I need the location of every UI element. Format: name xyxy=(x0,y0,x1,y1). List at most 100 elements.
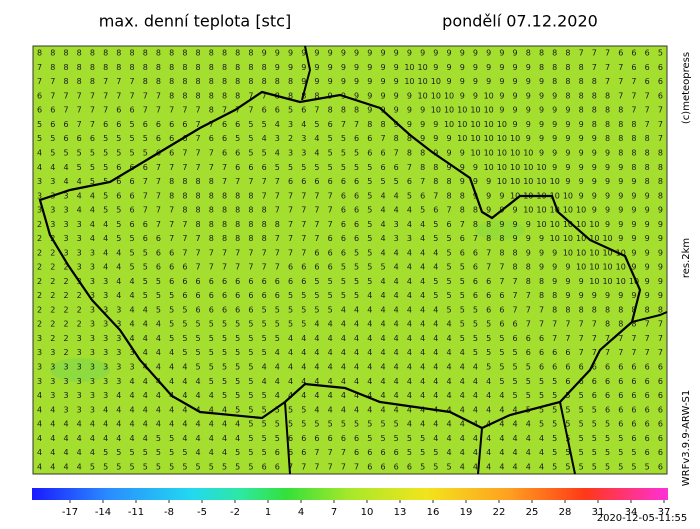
grid-value: 9 xyxy=(526,234,531,243)
grid-value: 9 xyxy=(539,134,544,143)
grid-value: 5 xyxy=(592,420,597,429)
grid-value: 9 xyxy=(579,277,584,286)
grid-value: 5 xyxy=(552,420,557,429)
grid-value: 4 xyxy=(182,363,187,372)
grid-value: 5 xyxy=(433,291,438,300)
grid-value: 8 xyxy=(552,63,557,72)
grid-value: 6 xyxy=(116,163,121,172)
grid-value: 6 xyxy=(235,163,240,172)
grid-value: 8 xyxy=(658,191,663,200)
grid-value: 5 xyxy=(367,206,372,215)
grid-value: 10 xyxy=(563,248,573,257)
grid-value: 3 xyxy=(63,363,68,372)
grid-value: 2 xyxy=(37,234,42,243)
grid-value: 5 xyxy=(130,448,135,457)
grid-value: 3 xyxy=(288,120,293,129)
grid-value: 5 xyxy=(209,334,214,343)
grid-value: 4 xyxy=(354,348,359,357)
grid-value: 4 xyxy=(130,405,135,414)
grid-value: 4 xyxy=(380,220,385,229)
grid-value: 7 xyxy=(77,91,82,100)
grid-value: 4 xyxy=(367,391,372,400)
grid-value: 7 xyxy=(156,106,161,115)
grid-value: 5 xyxy=(156,277,161,286)
grid-value: 9 xyxy=(499,106,504,115)
grid-value: 9 xyxy=(565,263,570,272)
grid-value: 4 xyxy=(447,334,452,343)
grid-value: 4 xyxy=(394,206,399,215)
grid-value: 9 xyxy=(539,106,544,115)
grid-value: 4 xyxy=(420,263,425,272)
grid-value: 6 xyxy=(367,462,372,471)
grid-value: 6 xyxy=(196,277,201,286)
grid-value: 7 xyxy=(63,91,68,100)
grid-value: 5 xyxy=(618,448,623,457)
grid-value: 5 xyxy=(130,263,135,272)
grid-value: 9 xyxy=(380,91,385,100)
grid-value: 4 xyxy=(50,420,55,429)
grid-value: 2 xyxy=(77,320,82,329)
grid-value: 9 xyxy=(526,91,531,100)
grid-value: 8 xyxy=(143,63,148,72)
grid-value: 5 xyxy=(182,334,187,343)
grid-value: 4 xyxy=(407,405,412,414)
grid-value: 9 xyxy=(275,63,280,72)
colorbar-label: 31 xyxy=(592,507,605,518)
grid-value: 4 xyxy=(407,377,412,386)
grid-value: 7 xyxy=(354,120,359,129)
grid-value: 5 xyxy=(275,163,280,172)
resolution: res.2km xyxy=(681,238,692,278)
grid-value: 5 xyxy=(262,420,267,429)
grid-value: 3 xyxy=(301,149,306,158)
grid-value: 5 xyxy=(262,391,267,400)
grid-value: 5 xyxy=(235,405,240,414)
grid-value: 6 xyxy=(645,49,650,58)
grid-value: 8 xyxy=(539,277,544,286)
map-area xyxy=(32,45,668,475)
grid-value: 8 xyxy=(156,63,161,72)
grid-value: 4 xyxy=(513,434,518,443)
grid-value: 4 xyxy=(90,420,95,429)
grid-value: 9 xyxy=(262,49,267,58)
grid-value: 4 xyxy=(447,377,452,386)
grid-value: 10 xyxy=(497,120,507,129)
grid-value: 6 xyxy=(658,448,663,457)
grid-value: 4 xyxy=(37,462,42,471)
grid-value: 8 xyxy=(618,134,623,143)
grid-value: 5 xyxy=(380,434,385,443)
grid-value: 5 xyxy=(143,149,148,158)
grid-value: 8 xyxy=(235,63,240,72)
grid-value: 4 xyxy=(288,334,293,343)
grid-value: 9 xyxy=(314,49,319,58)
grid-value: 4 xyxy=(447,391,452,400)
grid-value: 5 xyxy=(248,149,253,158)
grid-value: 6 xyxy=(288,277,293,286)
grid-value: 7 xyxy=(513,291,518,300)
grid-value: 4 xyxy=(37,448,42,457)
grid-value: 7 xyxy=(37,77,42,86)
grid-value: 2 xyxy=(288,134,293,143)
grid-value: 4 xyxy=(473,462,478,471)
grid-value: 8 xyxy=(552,49,557,58)
grid-value: 5 xyxy=(433,462,438,471)
grid-value: 8 xyxy=(552,305,557,314)
grid-value: 10 xyxy=(602,263,612,272)
grid-value: 4 xyxy=(420,420,425,429)
grid-value: 10 xyxy=(484,120,494,129)
grid-value: 4 xyxy=(169,348,174,357)
grid-value: 10 xyxy=(576,263,586,272)
grid-value: 9 xyxy=(526,134,531,143)
grid-value: 7 xyxy=(658,120,663,129)
grid-value: 9 xyxy=(420,49,425,58)
grid-value: 5 xyxy=(103,448,108,457)
grid-value: 10 xyxy=(484,149,494,158)
grid-value: 8 xyxy=(196,177,201,186)
grid-value: 8 xyxy=(130,49,135,58)
grid-value: 2 xyxy=(37,320,42,329)
grid-value: 3 xyxy=(63,191,68,200)
grid-value: 4 xyxy=(63,177,68,186)
grid-value: 7 xyxy=(314,220,319,229)
grid-value: 7 xyxy=(222,163,227,172)
grid-value: 5 xyxy=(248,334,253,343)
grid-value: 6 xyxy=(605,377,610,386)
